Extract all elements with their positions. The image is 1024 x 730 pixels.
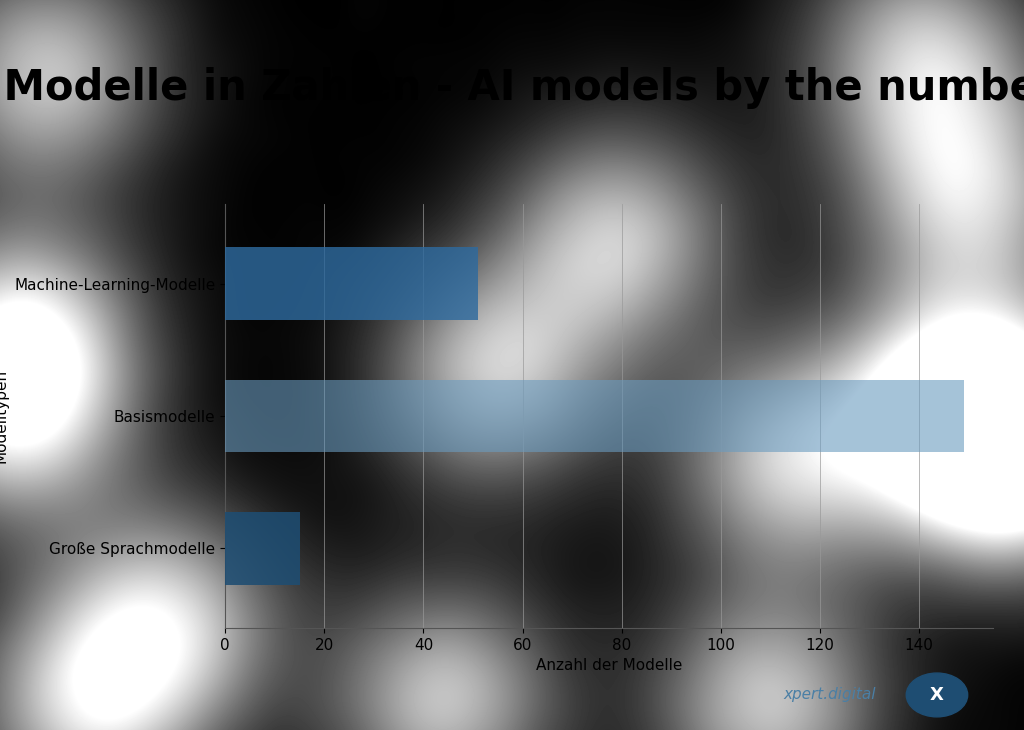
Bar — [225, 512, 300, 585]
X-axis label: Anzahl der Modelle: Anzahl der Modelle — [537, 658, 682, 673]
Y-axis label: Modelltypen: Modelltypen — [0, 369, 9, 463]
Bar — [225, 380, 964, 453]
Bar — [225, 247, 478, 320]
Text: X: X — [930, 686, 944, 704]
Text: xpert.digital: xpert.digital — [783, 688, 876, 702]
Text: KI Modelle in Zahlen - AI models by the numbers: KI Modelle in Zahlen - AI models by the … — [0, 66, 1024, 109]
